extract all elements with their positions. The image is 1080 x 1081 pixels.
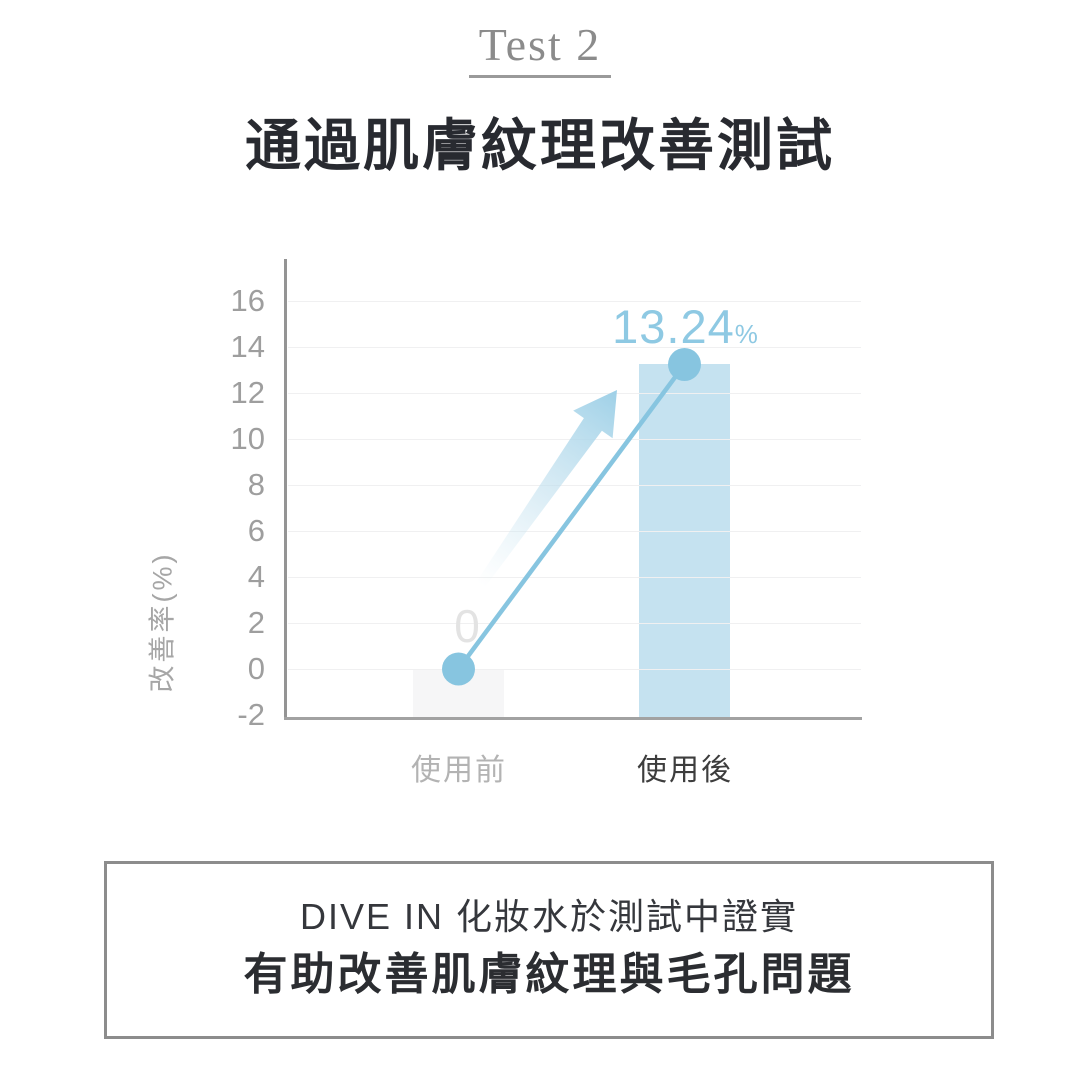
data-point-before (442, 652, 475, 686)
gridline (288, 623, 861, 624)
trend-overlay (442, 347, 701, 686)
gridline (288, 301, 861, 302)
bar-after-use (639, 364, 730, 717)
y-axis-line (284, 259, 287, 720)
growth-arrow-icon (476, 390, 617, 587)
percent-sign: % (734, 319, 758, 349)
y-tick-label: 8 (247, 467, 265, 502)
category-label-before: 使用前 (411, 754, 507, 787)
plot-area: 改善率(%) 0 13.24% 使用前 使用後 16 14 12 10 8 6 4 2 0 -2 (148, 259, 862, 787)
gridline (288, 393, 861, 394)
y-tick-label: -2 (237, 697, 265, 732)
claim-box: DIVE IN 化妝水於測試中證實 有助改善肌膚紋理與毛孔問題 (104, 861, 994, 1039)
test-badge-wrap: Test 2 (0, 22, 1080, 78)
y-tick-label: 14 (230, 329, 265, 364)
y-tick-label: 12 (230, 375, 265, 410)
y-tick-label: 6 (247, 513, 265, 548)
claim-line-1: DIVE IN 化妝水於測試中證實 (299, 896, 799, 937)
before-value-label: 0 (454, 600, 480, 652)
test-number-label: Test 2 (468, 22, 612, 78)
gridline (288, 577, 861, 578)
trend-line (456, 363, 687, 671)
y-tick-label: 16 (230, 283, 265, 318)
gridline (288, 485, 861, 486)
data-point-after (668, 347, 701, 381)
y-tick-label: 0 (247, 651, 265, 686)
claim-line-2: 有助改善肌膚紋理與毛孔問題 (243, 950, 855, 1000)
gridline (288, 669, 861, 670)
gridline (288, 531, 861, 532)
x-axis-line (284, 717, 862, 720)
category-label-after: 使用後 (637, 754, 733, 787)
after-value-label: 13.24% (585, 303, 785, 350)
page-title: 通過肌膚紋理改善測試 (245, 114, 835, 177)
after-value-number: 13.24 (612, 300, 735, 353)
y-tick-label: 2 (247, 605, 265, 640)
y-tick-label: 10 (230, 421, 265, 456)
gridline (288, 347, 861, 348)
y-axis-title: 改善率(%) (147, 551, 178, 693)
y-tick-label: 4 (247, 559, 265, 594)
